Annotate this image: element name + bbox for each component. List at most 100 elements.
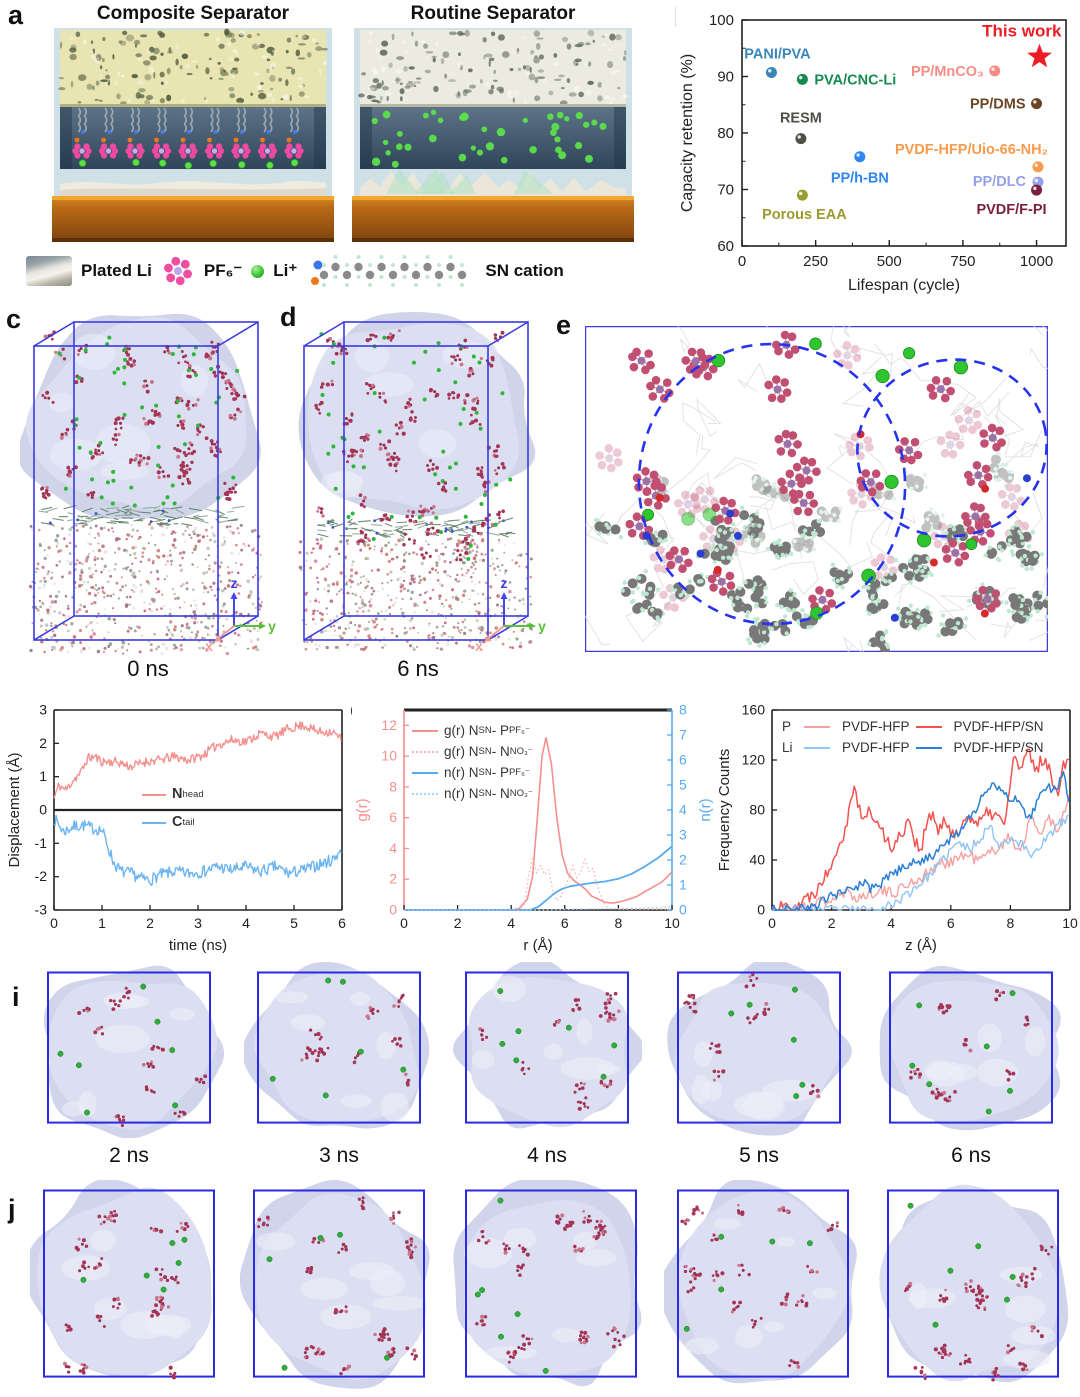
- svg-text:160: 160: [742, 702, 766, 718]
- svg-text:4: 4: [507, 915, 515, 931]
- svg-text:z (Å): z (Å): [905, 937, 937, 954]
- svg-text:500: 500: [877, 253, 902, 270]
- composite-separator-title: Composite Separator: [52, 3, 334, 25]
- svg-text:2: 2: [679, 852, 687, 868]
- svg-text:-2: -2: [35, 868, 48, 884]
- svg-text:8: 8: [615, 915, 623, 931]
- snapshot-time-4ns: 4 ns: [452, 1144, 642, 1168]
- svg-text:r (Å): r (Å): [523, 937, 552, 954]
- control-snapshot-5: [874, 1180, 1072, 1397]
- li-ion-label: Li⁺: [273, 261, 297, 281]
- svg-text:PP/MnCO₃: PP/MnCO₃: [911, 64, 984, 80]
- svg-text:70: 70: [717, 182, 734, 199]
- svg-text:10: 10: [664, 915, 680, 931]
- svg-text:8: 8: [389, 778, 397, 794]
- svg-text:-1: -1: [35, 835, 48, 851]
- svg-text:Frequency Counts: Frequency Counts: [716, 749, 733, 872]
- svg-text:2: 2: [828, 915, 836, 931]
- svg-text:6: 6: [389, 809, 397, 825]
- svg-text:6: 6: [679, 752, 687, 768]
- svg-text:0: 0: [768, 915, 776, 931]
- svg-text:0: 0: [389, 902, 397, 918]
- svg-text:0: 0: [738, 253, 746, 270]
- routine-separator-illustration: [352, 28, 634, 247]
- svg-text:7: 7: [679, 727, 687, 743]
- svg-text:0: 0: [39, 802, 47, 818]
- svg-text:z: z: [501, 575, 508, 591]
- svg-text:y: y: [538, 618, 546, 634]
- surface-snapshot-2ns: [34, 962, 224, 1143]
- svg-text:PVDF-HFP/Uio-66-NH₂: PVDF-HFP/Uio-66-NH₂: [895, 142, 1048, 158]
- pf6-label: PF₆⁻: [204, 261, 242, 281]
- svg-text:1: 1: [98, 915, 106, 931]
- svg-text:Capacity retention (%): Capacity retention (%): [679, 54, 696, 212]
- svg-text:PP/DMS: PP/DMS: [970, 97, 1026, 113]
- control-snapshot-4: [664, 1180, 862, 1397]
- svg-text:2: 2: [389, 871, 397, 887]
- svg-text:PVA/CNC-Li: PVA/CNC-Li: [814, 72, 896, 88]
- svg-text:Displacement (Å): Displacement (Å): [6, 752, 23, 867]
- svg-text:8: 8: [679, 702, 687, 718]
- svg-text:5: 5: [290, 915, 298, 931]
- snapshot-time-6ns: 6 ns: [876, 1144, 1066, 1168]
- svg-text:PP/DLC: PP/DLC: [973, 174, 1027, 190]
- svg-text:4: 4: [389, 840, 397, 856]
- svg-text:6: 6: [947, 915, 955, 931]
- svg-text:10: 10: [1062, 915, 1078, 931]
- svg-text:12: 12: [381, 717, 397, 733]
- interface-molecular-closeup: [585, 326, 1048, 657]
- svg-text:8: 8: [1007, 915, 1015, 931]
- panel-label-c: c: [6, 306, 21, 333]
- svg-text:z: z: [231, 575, 238, 591]
- svg-text:This work: This work: [982, 22, 1062, 41]
- svg-text:10: 10: [381, 748, 397, 764]
- svg-text:3: 3: [194, 915, 202, 931]
- svg-text:RESM: RESM: [780, 111, 822, 127]
- snapshot-time-5ns: 5 ns: [664, 1144, 854, 1168]
- svg-text:0: 0: [400, 915, 408, 931]
- svg-text:x: x: [475, 638, 483, 654]
- surface-snapshot-5ns: [664, 962, 854, 1143]
- sn-cation-label: SN cation: [485, 261, 563, 281]
- svg-text:90: 90: [717, 69, 734, 86]
- plated-li-swatch: [26, 256, 72, 286]
- control-snapshot-3: [452, 1180, 650, 1397]
- svg-text:x: x: [205, 638, 213, 654]
- composite-separator-illustration: [52, 28, 334, 247]
- svg-text:120: 120: [742, 752, 766, 768]
- md-simulation-box-6ns: z y x: [290, 310, 546, 665]
- svg-text:5: 5: [679, 777, 687, 793]
- timestamp-0ns: 0 ns: [20, 656, 276, 682]
- svg-text:4: 4: [242, 915, 250, 931]
- svg-text:0: 0: [757, 902, 765, 918]
- svg-text:3: 3: [39, 702, 47, 718]
- surface-snapshot-4ns: [452, 962, 642, 1143]
- svg-text:g(r): g(r): [354, 798, 371, 821]
- svg-text:0: 0: [679, 902, 687, 918]
- sn-cation-icon: [306, 253, 476, 289]
- svg-text:Lifespan (cycle): Lifespan (cycle): [848, 277, 960, 294]
- svg-text:1: 1: [39, 768, 47, 784]
- svg-text:1: 1: [679, 877, 687, 893]
- svg-text:2: 2: [146, 915, 154, 931]
- plated-li-label: Plated Li: [81, 261, 152, 281]
- panel-label-a: a: [8, 2, 23, 29]
- svg-text:6: 6: [561, 915, 569, 931]
- svg-text:2: 2: [454, 915, 462, 931]
- svg-text:4: 4: [887, 915, 895, 931]
- svg-text:-3: -3: [35, 902, 48, 918]
- svg-text:750: 750: [950, 253, 975, 270]
- svg-text:100: 100: [709, 12, 734, 29]
- svg-text:Porous EAA: Porous EAA: [762, 207, 847, 223]
- svg-text:0: 0: [50, 915, 58, 931]
- svg-text:60: 60: [717, 238, 734, 255]
- svg-text:1000: 1000: [1020, 253, 1053, 270]
- svg-text:3: 3: [679, 827, 687, 843]
